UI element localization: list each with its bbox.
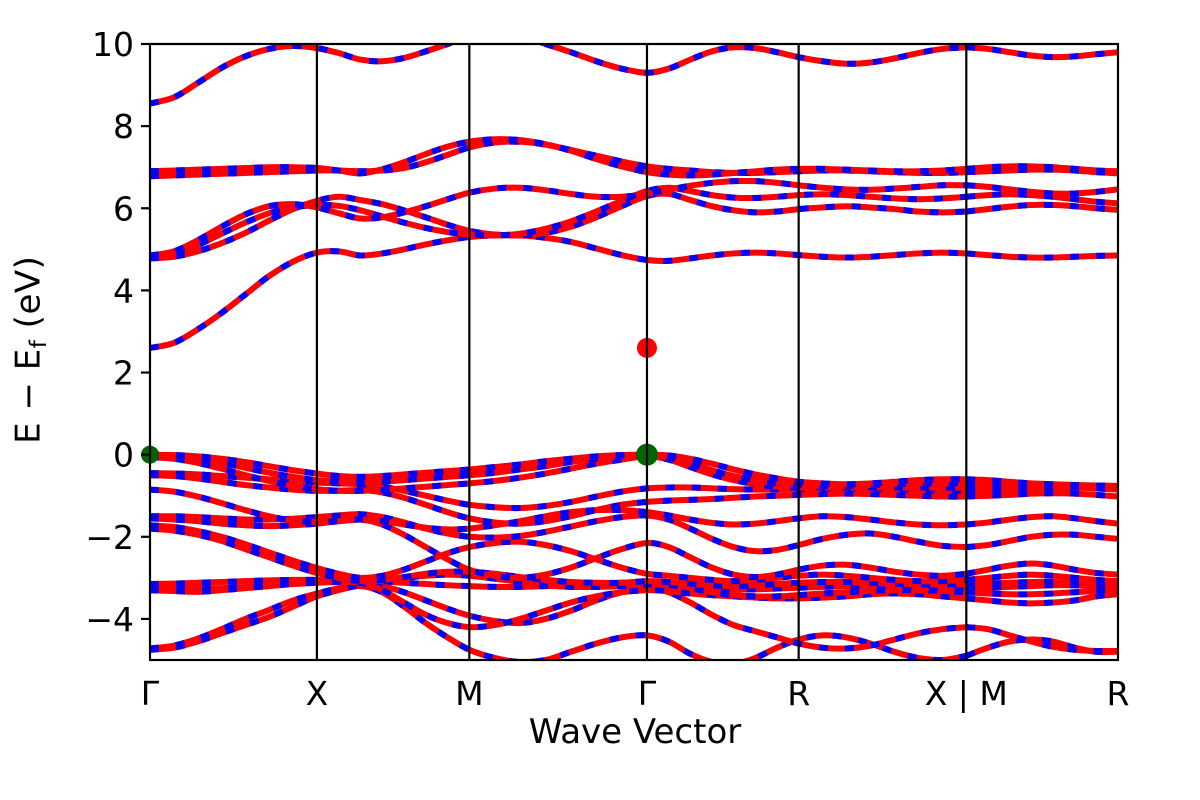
x-axis-label: Wave Vector — [528, 712, 742, 752]
band-line-dashed-band-06-0 — [150, 525, 967, 590]
band-line-dashed-band-21-0 — [150, 136, 967, 179]
band-line-dashed-band-08-0 — [150, 515, 967, 581]
plot-frame — [148, 42, 1120, 662]
band-line-dashed-band-19-0 — [150, 177, 967, 259]
band-line-dashed-band-02-1 — [966, 624, 1118, 655]
y-tick-label-7: 10 — [92, 25, 134, 64]
band-line-dashed-band-03-0 — [150, 578, 967, 631]
x-tick-label-0: Γ — [141, 674, 160, 713]
y-tick-label-1: −2 — [85, 518, 134, 557]
band-line-solid-band-18-1 — [966, 191, 1118, 207]
band-line-dashed-band-10-0 — [150, 486, 967, 533]
band-line-solid-band-05-0 — [150, 571, 967, 593]
band-line-solid-band-01-0 — [150, 583, 967, 660]
y-tick-label-2: 0 — [113, 436, 134, 475]
y-tick-label-5: 6 — [113, 189, 134, 228]
band-line-solid-band-22-1 — [966, 44, 1118, 61]
x-tick-label-5: X | M — [925, 674, 1008, 713]
x-tick-label-2: M — [455, 674, 483, 713]
band-line-solid-band-17-1 — [965, 201, 1118, 215]
band-line-solid-band-03-1 — [966, 591, 1118, 607]
band-line-solid-band-16-1 — [966, 250, 1118, 261]
y-tick-label-3: 2 — [113, 354, 134, 393]
band-line-dashed-band-07-0 — [150, 522, 967, 585]
band-line-dashed-band-02-0 — [150, 580, 967, 652]
y-tick-label-6: 8 — [113, 107, 134, 146]
high-symmetry-lines-group — [315, 44, 968, 660]
band-line-solid-band-06-1 — [966, 578, 1118, 588]
band-line-solid-band-07-1 — [966, 571, 1118, 585]
band-line-solid-band-08-1 — [965, 560, 1118, 578]
band-line-solid-band-11-1 — [966, 490, 1118, 500]
band-line-dashed-band-11-0 — [150, 472, 967, 527]
band-line-solid-band-15-1 — [966, 476, 1118, 489]
y-tick-label-4: 4 — [113, 271, 134, 310]
x-tick-label-6: R — [1107, 674, 1130, 713]
x-tick-label-4: R — [787, 674, 810, 713]
band-curves-group — [150, 44, 1118, 660]
band-line-dashed-band-04-0 — [150, 577, 967, 600]
band-line-solid-band-09-1 — [966, 531, 1118, 551]
x-tick-label-3: Γ — [638, 674, 657, 713]
x-tick-label-1: X — [306, 674, 329, 713]
band-line-dashed-band-15-0 — [150, 451, 967, 488]
band-line-solid-band-04-1 — [966, 587, 1118, 598]
band-line-solid-band-10-1 — [966, 513, 1118, 528]
band-line-solid-band-21-1 — [966, 163, 1118, 175]
band-line-dashed-band-18-0 — [150, 184, 967, 261]
x-axis-ticks-group: Γ X M Γ R X | M R — [141, 674, 1130, 713]
band-line-dashed-band-22-0 — [150, 44, 967, 107]
band-line-dashed-band-16-0 — [150, 232, 967, 351]
band-line-solid-band-19-1 — [966, 182, 1118, 197]
y-tick-label-0: −4 — [85, 600, 134, 639]
plot-background — [150, 44, 1118, 660]
y-axis-ticks-group: −4 −2 0 2 4 6 8 10 — [85, 25, 150, 639]
